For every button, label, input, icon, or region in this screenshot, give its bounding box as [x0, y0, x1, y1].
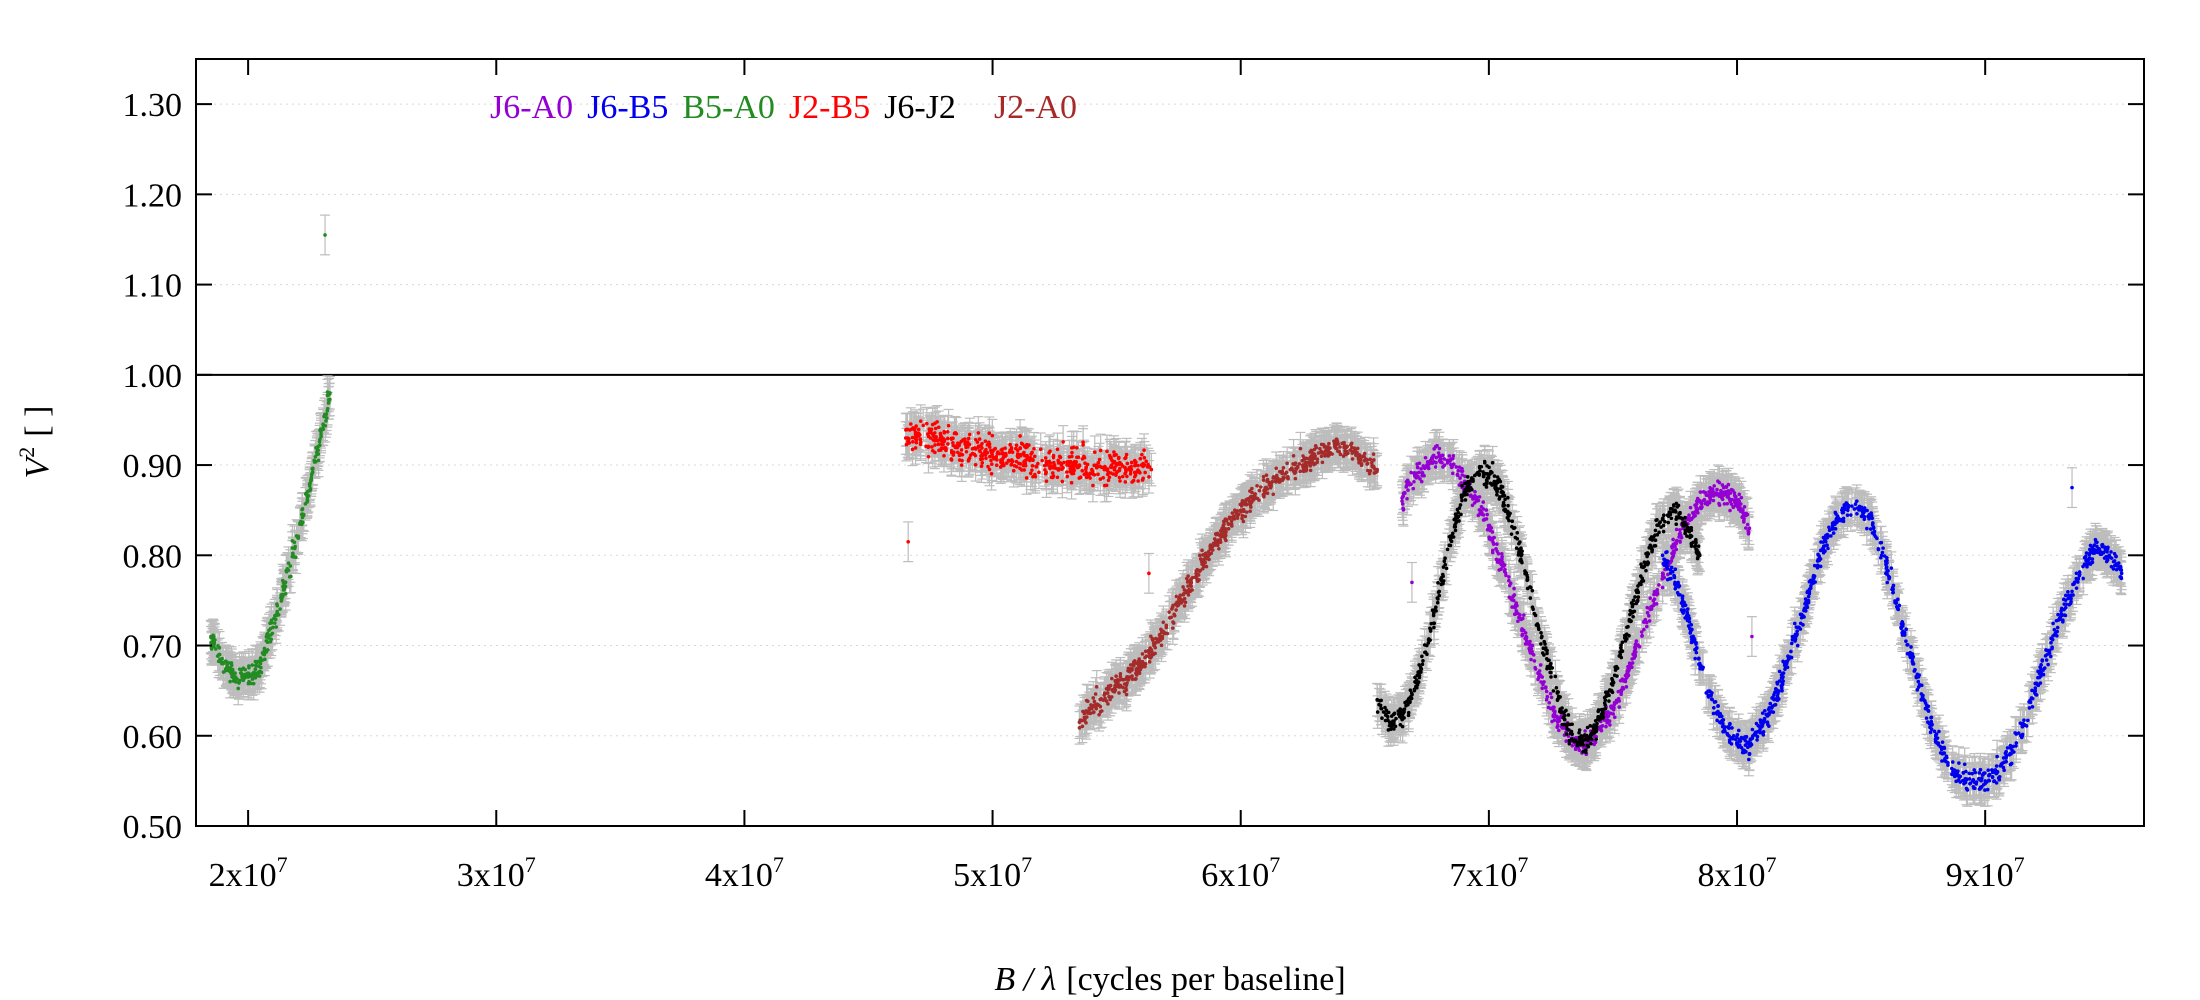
chart: 0.500.600.700.800.901.001.101.201.302x10…: [14, 58, 2145, 998]
